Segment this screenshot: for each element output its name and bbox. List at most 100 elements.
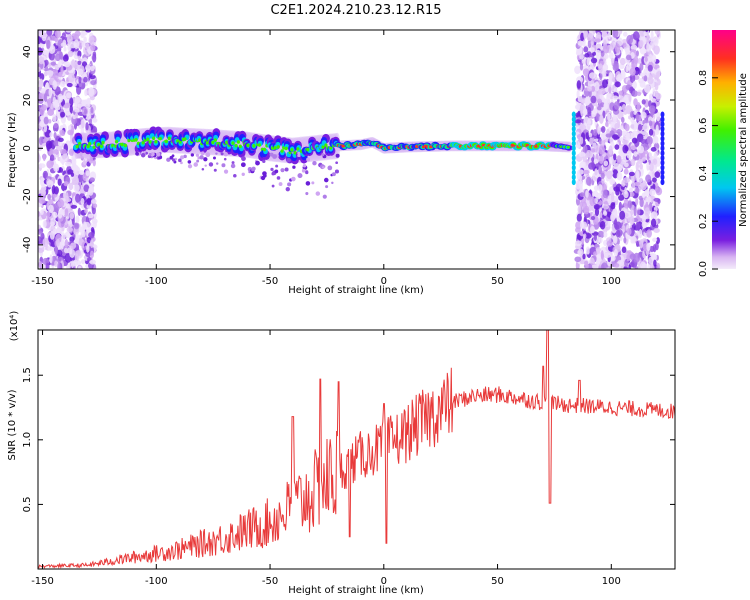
spectrogram-noise-blob bbox=[38, 92, 43, 101]
spectrogram-noise-blob bbox=[40, 187, 46, 197]
spectrogram-blob bbox=[146, 137, 150, 142]
spectrogram-blob bbox=[257, 143, 262, 147]
spectrogram-noise-blob bbox=[621, 224, 626, 233]
spectrogram-tail-blob bbox=[150, 151, 155, 157]
spectrogram-noise-blob bbox=[48, 204, 54, 214]
spectrogram-noise-blob bbox=[85, 122, 89, 131]
spectrogram-noise-blob bbox=[62, 153, 66, 160]
spectrogram-tail-blob bbox=[169, 155, 174, 160]
spectrogram-tail-blob bbox=[221, 163, 226, 168]
spectrogram-noise-blob bbox=[590, 57, 598, 64]
spectrogram-noise-blob bbox=[643, 150, 649, 155]
spectrogram-noise-blob bbox=[648, 152, 653, 158]
spectrogram-noise-blob bbox=[53, 132, 57, 139]
spectrogram-tail-blob bbox=[190, 153, 195, 157]
spectrogram-noise-blob bbox=[593, 233, 597, 242]
spectrogram-tail-blob bbox=[301, 168, 306, 173]
x-tick-label: -150 bbox=[31, 576, 54, 587]
spectrogram-blob bbox=[134, 138, 138, 142]
spectrogram-tail-blob bbox=[321, 153, 325, 157]
spectrogram-noise-blob bbox=[614, 144, 620, 150]
spectrogram-noise-blob bbox=[648, 54, 653, 63]
spectrogram-noise-blob bbox=[621, 39, 628, 45]
spectrogram-noise-blob bbox=[590, 36, 595, 46]
spectrogram-noise-blob bbox=[618, 194, 625, 201]
spectrogram-tail-blob bbox=[286, 157, 291, 163]
spectrogram-noise-blob bbox=[74, 96, 81, 104]
spectrogram-noise-blob bbox=[579, 136, 584, 145]
spectrogram-noise-blob bbox=[641, 99, 646, 105]
spectrogram-noise-blob bbox=[600, 50, 605, 57]
spectrogram-noise-blob bbox=[38, 36, 42, 45]
spectrogram-noise-blob bbox=[590, 95, 597, 104]
spectrogram-noise-blob bbox=[628, 171, 635, 177]
spectrogram-tail-blob bbox=[148, 152, 152, 156]
spectrogram-noise-blob bbox=[644, 189, 650, 197]
spectrogram-noise-blob bbox=[86, 197, 92, 206]
spectrogram-blob bbox=[252, 144, 256, 148]
snr-y-axis: 0.5 1.0 1.5 bbox=[22, 367, 675, 512]
spectrogram-noise-blob bbox=[629, 215, 635, 226]
spectrogram-noise-blob bbox=[73, 222, 80, 230]
spectrogram-noise-blob bbox=[585, 246, 591, 255]
spectrogram-noise-blob bbox=[67, 125, 72, 131]
spectrogram-noise-blob bbox=[610, 57, 615, 64]
spectrogram-vertical-feature bbox=[660, 159, 665, 166]
spectrogram-noise-blob bbox=[47, 246, 54, 251]
spectrogram-noise-blob bbox=[68, 182, 74, 191]
spectrogram-vertical-feature bbox=[660, 179, 665, 186]
spectrogram-tail-blob bbox=[270, 167, 274, 171]
spectrogram-tail-blob bbox=[201, 168, 205, 171]
spectrogram-noise-blob bbox=[628, 264, 632, 269]
spectrogram-noise-blob bbox=[628, 93, 632, 103]
spectrogram-tail-blob bbox=[193, 162, 199, 167]
spectrogram-noise-blob bbox=[605, 133, 613, 138]
spectrogram-noise-blob bbox=[54, 260, 58, 268]
spectrogram-noise-blob bbox=[606, 240, 613, 247]
spectrogram-tail-blob bbox=[291, 176, 296, 182]
y-tick-label: 1.5 bbox=[22, 367, 33, 383]
spectrogram-noise-blob bbox=[602, 44, 610, 54]
y-tick-label: 1.0 bbox=[22, 432, 33, 448]
spectrogram-noise-blob bbox=[621, 104, 627, 112]
spectrogram-vertical-feature bbox=[571, 135, 576, 142]
spectrogram-blob bbox=[246, 143, 250, 148]
spectrogram-blob bbox=[321, 145, 325, 149]
spectrogram-noise-blob bbox=[49, 132, 53, 138]
spectrogram-noise-blob bbox=[604, 252, 612, 258]
spectrogram-noise-blob bbox=[619, 210, 626, 220]
spectrogram-noise-blob bbox=[650, 107, 655, 116]
spectrogram-noise-blob bbox=[596, 192, 601, 200]
spectrogram-noise-blob bbox=[67, 50, 74, 58]
spectrogram-noise-blob bbox=[590, 216, 596, 221]
spectrogram-noise-blob bbox=[81, 229, 86, 238]
x-tick-label: 100 bbox=[602, 276, 621, 287]
spectrogram-noise-blob bbox=[68, 72, 75, 83]
spectrogram-noise-blob bbox=[88, 35, 95, 45]
spectrogram-blob bbox=[114, 139, 119, 144]
spectrogram-noise-blob bbox=[599, 114, 604, 125]
spectrogram-tail-blob bbox=[255, 160, 260, 166]
spectrogram-noise-blob bbox=[620, 116, 625, 123]
spectrogram-noise-blob bbox=[54, 245, 58, 255]
spectrogram-noise-blob bbox=[594, 207, 600, 217]
spectrogram-noise-blob bbox=[70, 41, 77, 49]
spectrogram-frame bbox=[37, 29, 676, 270]
spectrogram-noise-blob bbox=[641, 221, 648, 229]
x-tick-label: -100 bbox=[145, 276, 168, 287]
spectrogram-blob bbox=[167, 136, 171, 141]
spectrogram-tail-blob bbox=[220, 152, 224, 156]
spectrogram-noise-blob bbox=[645, 174, 652, 183]
spectrogram-tail-blob bbox=[241, 172, 245, 176]
spectrogram-noise-blob bbox=[57, 262, 61, 269]
colorbar-tick-label: 0.0 bbox=[698, 261, 709, 277]
spectrogram-tail-blob bbox=[187, 160, 192, 164]
spectrogram-tail-blob bbox=[272, 154, 278, 159]
spectrogram-tail-blob bbox=[260, 175, 266, 181]
spectrogram-noise-blob bbox=[593, 251, 598, 256]
spectrogram-noise-blob bbox=[597, 125, 601, 135]
spectrogram-noise-blob bbox=[598, 145, 605, 155]
spectrogram-blob bbox=[123, 143, 128, 148]
spectrogram-noise-blob bbox=[607, 31, 611, 40]
spectrogram-noise-blob bbox=[622, 42, 627, 48]
